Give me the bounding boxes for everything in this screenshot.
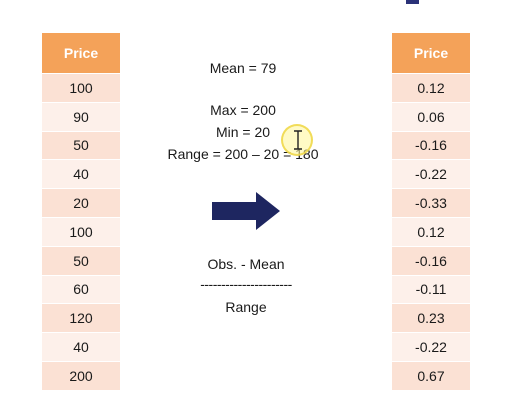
normalized-price-cell: -0.22: [392, 332, 470, 361]
normalized-price-cell: 0.23: [392, 303, 470, 333]
normalized-price-cell: -0.16: [392, 130, 470, 160]
normalized-price-table: Price 0.12 0.06 -0.16 -0.22 -0.33 0.12 -…: [392, 33, 470, 390]
original-price-cell: 50: [42, 245, 120, 275]
formula-denominator: Range: [225, 299, 267, 315]
normalized-price-cell: -0.22: [392, 159, 470, 189]
normalized-price-cell: 0.12: [392, 216, 470, 246]
normalized-price-header: Price: [392, 33, 470, 73]
original-price-table: Price 100 90 50 40 20 100 50 60 120 40 2…: [42, 33, 120, 390]
original-price-cell: 60: [42, 274, 120, 304]
original-price-header: Price: [42, 33, 120, 73]
text-cursor-icon: [294, 130, 302, 150]
original-price-cell: 200: [42, 360, 120, 390]
original-price-cell: 100: [42, 216, 120, 246]
normalized-price-cell: -0.33: [392, 188, 470, 217]
normalized-price-cell: 0.67: [392, 360, 470, 390]
right-arrow-icon: [212, 192, 280, 230]
formula-divider: ----------------------: [200, 276, 292, 292]
cursor-highlight: [281, 124, 313, 156]
original-price-cell: 90: [42, 101, 120, 131]
normalized-price-cell: -0.11: [392, 274, 470, 304]
original-price-cell: 50: [42, 130, 120, 160]
original-price-cell: 40: [42, 332, 120, 361]
original-price-cell: 20: [42, 188, 120, 217]
formula-numerator: Obs. - Mean: [207, 256, 285, 272]
mean-text: Mean = 79: [209, 60, 277, 76]
original-price-cell: 100: [42, 73, 120, 102]
range-text: Range = 200 – 20 = 180: [167, 146, 319, 162]
top-decoration: [406, 0, 419, 4]
max-text: Max = 200: [210, 102, 276, 118]
original-price-cell: 40: [42, 159, 120, 189]
original-price-cell: 120: [42, 303, 120, 333]
normalized-price-cell: -0.16: [392, 245, 470, 275]
min-text: Min = 20: [215, 124, 271, 140]
normalized-price-cell: 0.12: [392, 73, 470, 102]
normalized-price-cell: 0.06: [392, 101, 470, 131]
